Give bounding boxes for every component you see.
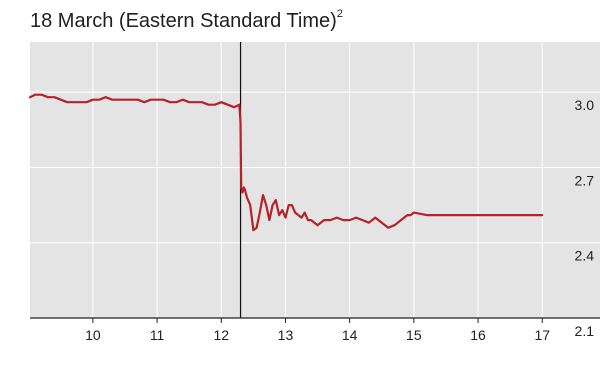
y-tick-label: 2.7: [575, 172, 595, 188]
plot-background: [30, 42, 600, 318]
x-tick-label: 13: [278, 327, 294, 343]
x-tick-label: 16: [470, 327, 486, 343]
y-tick-label: 2.4: [575, 248, 595, 264]
title-footnote: 2: [336, 8, 343, 21]
x-tick-label: 17: [534, 327, 550, 343]
y-tick-label: 3.0: [575, 97, 595, 113]
series-line: [28, 93, 544, 232]
chart-title: 18 March (Eastern Standard Time)2: [30, 8, 343, 32]
x-tick-label: 10: [85, 327, 101, 343]
x-tick-label: 15: [406, 327, 422, 343]
y-tick-label: 2.1: [575, 323, 595, 339]
x-tick-label: 11: [150, 327, 165, 343]
x-tick-label: 12: [213, 327, 229, 343]
x-tick-label: 14: [342, 327, 358, 343]
